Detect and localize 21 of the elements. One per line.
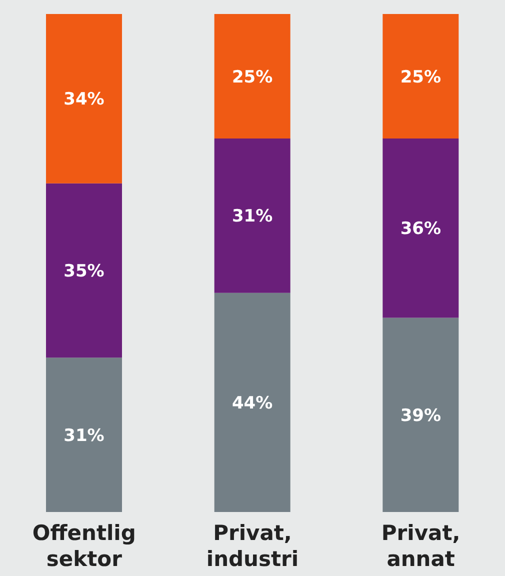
bar (382, 318, 459, 512)
data-label: 25% (232, 67, 273, 88)
data-label: 31% (64, 426, 104, 446)
data-label: 36% (400, 219, 442, 240)
x-tick-label: Privat, industri (206, 521, 299, 571)
bar (214, 14, 290, 138)
bar (46, 14, 122, 184)
bar (214, 138, 290, 293)
x-tick-label: Offentlig sektor (32, 521, 136, 571)
data-label: 31% (232, 206, 273, 227)
data-label: 39% (400, 406, 442, 426)
bar (382, 138, 459, 318)
x-tick-label: Privat, annat (381, 521, 460, 571)
bar (382, 14, 459, 138)
bar (214, 292, 290, 512)
bar (46, 183, 122, 358)
data-label: 44% (232, 393, 273, 414)
bar (46, 358, 122, 512)
data-label: 25% (400, 67, 442, 88)
data-label: 34% (64, 90, 104, 110)
data-label: 35% (64, 262, 104, 282)
